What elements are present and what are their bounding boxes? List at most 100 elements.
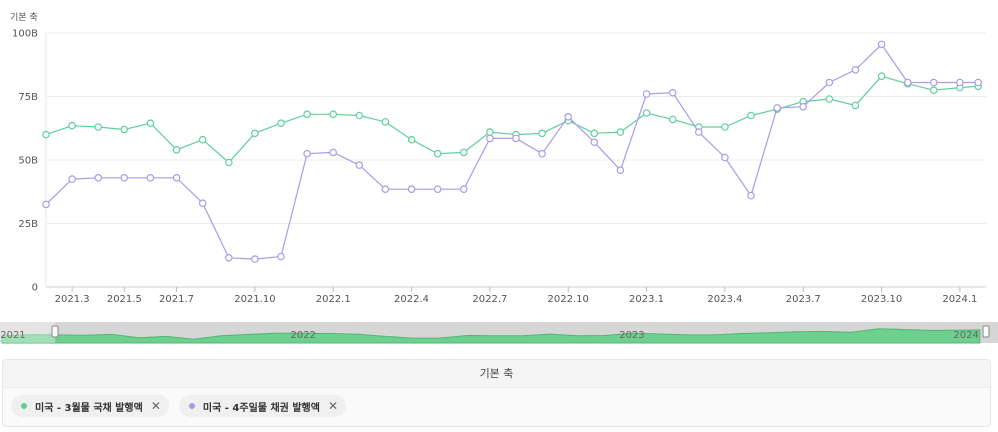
data-point — [825, 95, 834, 103]
y-tick-label: 50B — [18, 156, 38, 167]
data-point — [773, 104, 781, 112]
data-point — [486, 128, 494, 136]
data-point — [459, 148, 468, 157]
legend-chip-label: 미국 - 4주일물 채권 발행액 — [202, 402, 320, 414]
data-point — [172, 146, 181, 154]
series-layer — [42, 40, 983, 263]
navigator-area — [1, 328, 981, 344]
navigator-year-label: 2021 — [0, 330, 25, 341]
x-tick-label: 2022.7 — [472, 294, 507, 305]
x-tick-label: 2021.3 — [55, 294, 90, 305]
data-point — [225, 253, 233, 262]
data-point — [146, 174, 155, 182]
data-point — [694, 128, 703, 136]
navigator-handle-left[interactable] — [51, 325, 59, 338]
data-point — [721, 123, 729, 131]
data-point — [407, 185, 416, 194]
x-tick-label: 2022.4 — [394, 294, 429, 305]
y-tick-label: 75B — [18, 92, 38, 103]
data-point — [929, 78, 938, 87]
navigator-mask-left — [0, 322, 55, 343]
x-tick-label: 2023.1 — [629, 294, 664, 305]
x-tick-label: 2023.10 — [861, 294, 902, 305]
data-point — [433, 149, 442, 158]
data-point — [303, 149, 311, 158]
data-point — [198, 135, 207, 144]
x-tick-label: 2023.4 — [707, 294, 742, 305]
legend-chip-series-1[interactable]: 미국 - 3월물 국채 발행액 ✕ — [11, 395, 169, 417]
x-tick-label: 2023.7 — [786, 294, 821, 305]
navigator-handle-right[interactable] — [982, 325, 990, 338]
data-point — [974, 78, 983, 87]
data-point — [642, 90, 651, 98]
data-point — [303, 110, 311, 119]
data-point — [225, 158, 233, 167]
data-point — [538, 129, 546, 138]
data-point — [877, 40, 886, 49]
data-point — [799, 102, 808, 111]
data-point — [355, 111, 364, 120]
data-point — [929, 86, 938, 95]
x-tick-label: 2021.5 — [107, 294, 142, 305]
navigator-year-label: 2023 — [619, 330, 644, 341]
data-point — [251, 255, 259, 263]
data-point — [486, 134, 494, 143]
data-point — [668, 115, 677, 124]
data-point — [747, 111, 755, 120]
data-point — [642, 109, 651, 117]
data-point — [120, 125, 129, 134]
close-icon[interactable]: ✕ — [150, 399, 161, 413]
data-point — [616, 166, 625, 175]
data-point — [329, 148, 338, 157]
data-point — [329, 110, 338, 119]
data-point — [851, 66, 860, 74]
data-point — [564, 113, 573, 121]
data-point — [251, 129, 259, 138]
data-point — [355, 161, 364, 169]
data-point — [825, 78, 834, 87]
data-point — [94, 174, 103, 182]
series-line — [45, 43, 979, 260]
data-point — [851, 101, 860, 110]
series-2 — [42, 40, 983, 263]
x-tick-label: 2024.1 — [942, 294, 977, 305]
y-tick-label: 100B — [12, 29, 38, 40]
data-point — [198, 199, 207, 208]
legend-header: 기본 축 — [3, 360, 990, 388]
navigator-year-label: 2022 — [291, 330, 316, 341]
data-point — [512, 134, 520, 143]
data-point — [747, 191, 755, 200]
x-axis-ticks: 2021.3 2021.5 2021.7 2021.10 2022.1 2022.4 202… — [55, 287, 977, 305]
y-axis-ticks: 0 25B 50B 75B 100B — [12, 29, 38, 294]
data-point — [68, 121, 76, 130]
close-icon[interactable]: ✕ — [327, 399, 339, 413]
legend-chip-label: 미국 - 3월물 국채 발행액 — [35, 402, 143, 414]
data-point — [668, 88, 677, 97]
data-point — [877, 72, 886, 81]
data-point — [42, 200, 50, 209]
legend-panel: 기본 축 미국 - 3월물 국채 발행액 ✕ 미국 - 4주일물 채권 발행액 … — [2, 359, 991, 427]
x-tick-label: 2022.1 — [316, 294, 351, 305]
data-point — [721, 153, 729, 162]
range-navigator[interactable]: 2021 2022 2023 2024 — [0, 322, 998, 344]
data-point — [407, 135, 416, 144]
data-point — [903, 78, 912, 87]
x-tick-label: 2021.10 — [234, 294, 275, 305]
data-point — [172, 174, 181, 182]
data-point — [381, 118, 390, 126]
data-point — [590, 129, 599, 138]
y-tick-label: 25B — [18, 219, 38, 230]
series-2-color-dot — [188, 403, 195, 409]
y-axis-title: 기본 축 — [10, 12, 38, 23]
legend-chip-series-2[interactable]: 미국 - 4주일물 채권 발행액 ✕ — [178, 395, 347, 417]
y-tick-label: 0 — [32, 283, 38, 294]
data-point — [68, 175, 76, 183]
data-point — [120, 174, 129, 182]
legend-items: 미국 - 3월물 국채 발행액 ✕ 미국 - 4주일물 채권 발행액 ✕ — [3, 388, 990, 424]
data-point — [459, 185, 468, 194]
data-point — [433, 185, 442, 194]
data-point — [538, 149, 546, 158]
data-point — [381, 185, 390, 194]
x-tick-label: 2022.10 — [548, 294, 589, 305]
